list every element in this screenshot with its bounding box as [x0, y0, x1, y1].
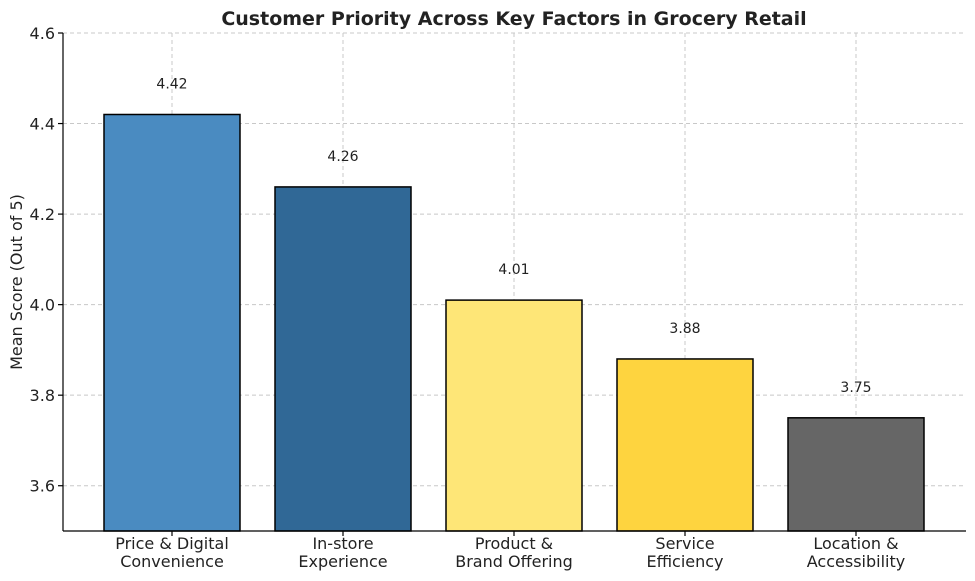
x-tick-label: Convenience [120, 552, 224, 571]
x-tick-label: Price & Digital [115, 534, 229, 553]
labels-layer: 3.6 3.8 4.0 4.2 4.4 4.6 4.42 Price & DigitalCon… [30, 24, 906, 571]
axes-layer [58, 32, 966, 536]
bar [787, 417, 925, 532]
x-tick-label: Location & [813, 534, 898, 553]
bar [616, 358, 754, 532]
data-label: 3.75 [840, 380, 871, 396]
y-tick-label: 4.6 [30, 24, 55, 43]
bar [103, 113, 241, 532]
x-tick-label: Accessibility [807, 552, 905, 571]
y-axis-label: Mean Score (Out of 5) [7, 194, 26, 370]
bar [445, 299, 583, 532]
x-tick-label: Efficiency [646, 552, 723, 571]
data-label: 4.01 [498, 262, 529, 278]
y-tick-label: 4.2 [30, 205, 55, 224]
bar [274, 186, 412, 532]
x-tick-label: Brand Offering [455, 552, 573, 571]
x-tick-label: Product & [475, 534, 553, 553]
y-tick-label: 4.4 [30, 115, 55, 134]
data-label: 4.42 [156, 76, 187, 92]
y-tick-label: 3.6 [30, 477, 55, 496]
y-tick-label: 3.8 [30, 386, 55, 405]
x-tick-label: Service [655, 534, 714, 553]
bars-layer [103, 113, 925, 532]
chart-title: Customer Priority Across Key Factors in … [221, 8, 806, 30]
x-tick-label: Experience [298, 552, 387, 571]
data-label: 4.26 [327, 149, 358, 165]
y-tick-label: 4.0 [30, 296, 55, 315]
data-label: 3.88 [669, 321, 700, 337]
x-tick-label: In-store [312, 534, 373, 553]
